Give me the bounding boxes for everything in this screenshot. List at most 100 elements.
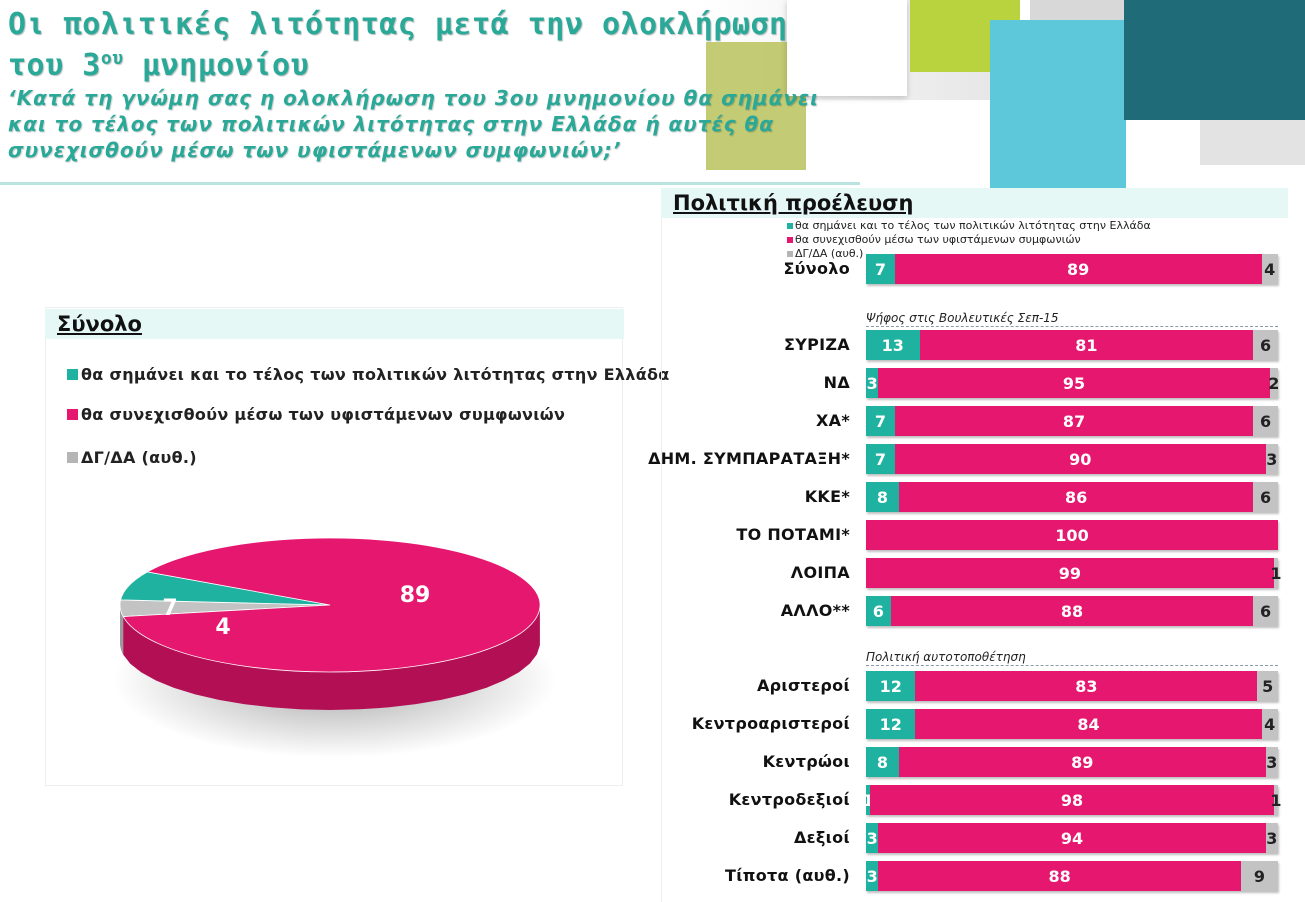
bar-segment-g2-r2-s1: 89 — [898, 747, 1266, 777]
bar-segment-g1-r1-s0: 3 — [866, 368, 879, 398]
bar-label-g1-r5: ΤΟ ΠΟΤΑΜΙ* — [736, 525, 850, 544]
bar-value-g2-r4-s2: 3 — [1266, 828, 1278, 848]
bar-value-g1-r0-s2: 6 — [1260, 335, 1272, 355]
bar-label-g1-r3: ΔΗΜ. ΣΥΜΠΑΡΑΤΑΞΗ* — [648, 449, 850, 468]
stacked-bar-g2-r0: 12 83 5 — [866, 671, 1278, 701]
bar-segment-g1-r3-s2: 3 — [1265, 444, 1278, 474]
bars-legend-item-end: θα σημάνει και το τέλος των πολιτικών λι… — [787, 220, 1151, 232]
bars-legend-label-dk: ΔΓ/ΔΑ (αυθ.) — [795, 247, 864, 260]
bar-label-g1-r4: ΚΚΕ* — [804, 487, 850, 506]
bar-value-g1-r7-s0: 6 — [872, 601, 884, 621]
political-origin-panel — [661, 188, 1289, 902]
bar-segment-g2-r4-s0: 3 — [866, 823, 879, 853]
bar-value-g1-r3-s1: 90 — [1069, 449, 1092, 469]
bar-segment-g1-r3-s1: 90 — [894, 444, 1266, 474]
bar-segment-g1-r0-s2: 6 — [1253, 330, 1278, 360]
decor-square-white — [787, 0, 907, 96]
pie-data-label-2: 4 — [215, 615, 230, 640]
bar-label-g2-r5: Τίποτα (αυθ.) — [725, 866, 850, 885]
bar-segment-g2-r3-s2: 1 — [1270, 785, 1282, 815]
pie-data-label-1: 89 — [400, 583, 431, 608]
page-title-line-2-start: του 3 — [8, 48, 101, 83]
bar-label-g0-r0: Σύνολο — [783, 259, 850, 278]
bar-value-g1-r6-s1: 99 — [1058, 563, 1082, 583]
stacked-bar-g1-r7: 6 88 6 — [866, 596, 1278, 626]
bar-value-g1-r1-s1: 95 — [1062, 373, 1086, 393]
bar-label-g1-r0: ΣΥΡΙΖΑ — [784, 335, 850, 354]
page-title-line-1: Οι πολιτικές λιτότητας μετά την ολοκλήρω… — [8, 7, 788, 42]
stacked-bar-g1-r4: 8 86 6 — [866, 482, 1278, 512]
bar-segment-g2-r5-s0: 3 — [866, 861, 879, 891]
bar-value-g1-r2-s1: 87 — [1062, 411, 1086, 431]
bar-value-g1-r6-s2: 1 — [1270, 563, 1282, 583]
pie-legend-item-end: θα σημάνει και το τέλος των πολιτικών λι… — [67, 365, 670, 384]
bar-label-g2-r0: Αριστεροί — [756, 676, 850, 695]
stacked-bar-g1-r1: 3 95 2 — [866, 368, 1280, 398]
bar-segment-g2-r2-s2: 3 — [1265, 747, 1278, 777]
stacked-bar-g1-r6: 99 1 — [866, 558, 1282, 588]
bar-value-g2-r1-s0: 12 — [879, 714, 902, 734]
bars-section-heading: Πολιτική προέλευση — [661, 188, 1288, 218]
bars-legend-item-continue: θα συνεχισθούν μέσω των υφιστάμενων συμφ… — [787, 234, 1081, 246]
bar-segment-g2-r0-s1: 83 — [915, 671, 1258, 701]
bar-label-g2-r4: Δεξιοί — [793, 828, 850, 847]
group-heading-vote: Ψήφος στις Βουλευτικές Σεπ-15 — [866, 310, 1278, 327]
bar-segment-g0-r0-s1: 89 — [894, 254, 1262, 284]
bar-value-g2-r5-s0: 3 — [866, 866, 878, 886]
bar-segment-g2-r0-s2: 5 — [1257, 671, 1278, 701]
bar-value-g1-r3-s2: 3 — [1266, 449, 1278, 469]
title-block: Οι πολιτικές λιτότητας μετά την ολοκλήρω… — [8, 8, 858, 163]
bar-value-g1-r2-s0: 7 — [874, 411, 886, 431]
bar-segment-g1-r6-s2: 1 — [1270, 558, 1282, 588]
page-title-superscript: ου — [100, 48, 124, 69]
legend-swatch-gray — [67, 452, 78, 463]
bar-segment-g1-r7-s0: 6 — [866, 596, 891, 626]
bar-value-g0-r0-s1: 89 — [1067, 259, 1090, 279]
pie-slice-side-2 — [120, 604, 124, 655]
pie-chart: 7 89 4 — [113, 537, 557, 758]
bar-value-g1-r4-s2: 6 — [1260, 487, 1272, 507]
bar-value-g1-r0-s1: 81 — [1075, 335, 1098, 355]
bar-value-g2-r2-s1: 89 — [1071, 752, 1094, 772]
pie-legend-label-dk: ΔΓ/ΔΑ (αυθ.) — [81, 448, 197, 467]
pie-section-heading: Σύνολο — [45, 309, 624, 339]
bar-value-g1-r5-s1: 100 — [1055, 525, 1089, 545]
decor-square-darkteal — [1124, 0, 1305, 120]
bar-segment-g1-r2-s0: 7 — [866, 406, 895, 436]
bar-segment-g1-r4-s2: 6 — [1253, 482, 1278, 512]
bar-value-g2-r3-s2: 1 — [1270, 790, 1282, 810]
bar-value-g2-r5-s1: 88 — [1048, 866, 1071, 886]
bar-value-g2-r4-s1: 94 — [1060, 828, 1084, 848]
bar-value-g2-r2-s2: 3 — [1266, 752, 1278, 772]
stacked-bar-g0-r0: 7 89 4 — [866, 254, 1278, 284]
bar-segment-g1-r0-s1: 81 — [919, 330, 1254, 360]
subtitle-line-1: ‘Κατά τη γνώμη σας η ολοκλήρωση του 3ου … — [8, 86, 819, 110]
bar-value-g2-r1-s1: 84 — [1077, 714, 1100, 734]
stacked-bar-g2-r1: 12 84 4 — [866, 709, 1278, 739]
bar-segment-g1-r1-s2: 2 — [1268, 368, 1280, 398]
bar-value-g2-r4-s0: 3 — [866, 828, 878, 848]
bar-segment-g2-r3-s1: 98 — [870, 785, 1274, 815]
subtitle-line-3: συνεχισθούν μέσω των υφιστάμενων συμφωνι… — [8, 138, 622, 162]
bar-value-g1-r1-s2: 2 — [1268, 373, 1280, 393]
bar-value-g2-r0-s2: 5 — [1262, 676, 1274, 696]
bar-value-g1-r3-s0: 7 — [874, 449, 886, 469]
bar-segment-g1-r3-s0: 7 — [866, 444, 895, 474]
bar-value-g1-r7-s2: 6 — [1260, 601, 1272, 621]
bar-value-g1-r0-s0: 13 — [881, 335, 904, 355]
stacked-bar-g1-r0: 13 81 6 — [866, 330, 1278, 360]
pie-legend-item-dk: ΔΓ/ΔΑ (αυθ.) — [67, 448, 197, 467]
bar-value-g2-r3-s0: 1 — [862, 790, 874, 810]
question-subtitle: ‘Κατά τη γνώμη σας η ολοκλήρωση του 3ου … — [8, 85, 858, 163]
bar-segment-g0-r0-s0: 7 — [866, 254, 895, 284]
bars-legend-label-end: θα σημάνει και το τέλος των πολιτικών λι… — [795, 219, 1151, 232]
page-title-line-2-end: μνημονίου — [123, 48, 310, 83]
bar-label-g1-r7: ΑΛΛΟ** — [780, 601, 850, 620]
stacked-bar-g2-r2: 8 89 3 — [866, 747, 1278, 777]
bar-value-g0-r0-s2: 4 — [1264, 259, 1276, 279]
bar-label-g2-r3: Κεντροδεξιοί — [728, 790, 850, 809]
legend-swatch-teal — [67, 369, 78, 380]
pie-slice-side-1 — [123, 607, 540, 710]
bar-value-g2-r0-s1: 83 — [1075, 676, 1098, 696]
bar-value-g1-r4-s0: 8 — [876, 487, 889, 507]
